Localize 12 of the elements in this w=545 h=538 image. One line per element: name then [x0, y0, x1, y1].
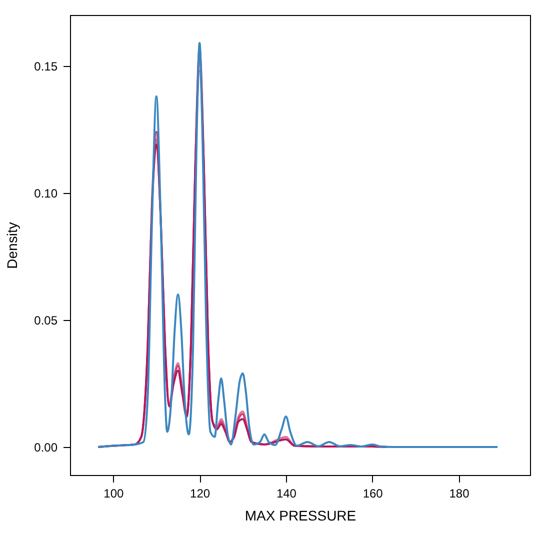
x-axis-title: MAX PRESSURE: [244, 508, 356, 524]
x-tick-label: 100: [104, 486, 124, 500]
y-axis-title: Density: [4, 222, 20, 269]
x-tick-label: 140: [276, 486, 297, 500]
y-tick-label: 0.05: [34, 313, 58, 328]
x-tick-label: 160: [362, 486, 384, 500]
x-tick-label: 180: [449, 486, 470, 500]
line-series: [97, 42, 499, 448]
x-tick-label: 120: [190, 486, 210, 500]
y-tick-label: 0.10: [34, 186, 58, 200]
y-tick-label: 0.00: [34, 440, 58, 455]
y-tick-label: 0.15: [34, 59, 58, 74]
